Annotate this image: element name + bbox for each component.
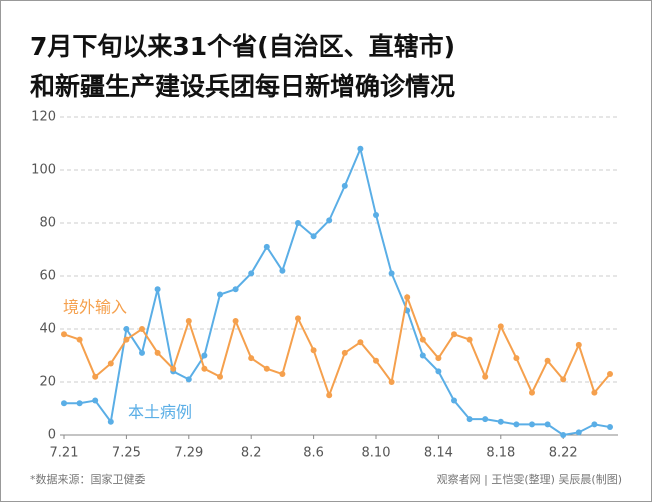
- point: [295, 220, 301, 226]
- point: [451, 331, 457, 338]
- point: [544, 421, 551, 428]
- point: [341, 349, 348, 356]
- chart-title: 和新疆生产建设兵团每日新增确诊情况: [30, 72, 455, 101]
- point: [263, 243, 270, 250]
- point: [107, 418, 114, 425]
- legend-label: 本土病例: [128, 403, 192, 422]
- point: [279, 371, 286, 378]
- point: [373, 357, 379, 364]
- point: [232, 318, 239, 325]
- x-tick-label: 8.6: [303, 446, 324, 461]
- point: [404, 294, 411, 301]
- y-tick-label: 0: [48, 428, 56, 443]
- point: [139, 326, 145, 332]
- point: [263, 365, 270, 372]
- y-tick-label: 20: [39, 375, 56, 390]
- point: [544, 357, 551, 364]
- point: [217, 291, 223, 298]
- x-tick-label: 7.21: [50, 446, 79, 461]
- source: *数据来源：国家卫健委: [30, 472, 146, 486]
- point: [185, 318, 192, 325]
- point: [591, 421, 598, 428]
- y-tick-label: 40: [39, 322, 56, 337]
- credit: 观察者网 | 王恺雯(整理) 吴辰晨(制图): [437, 472, 622, 486]
- point: [373, 212, 379, 219]
- point: [497, 418, 504, 425]
- point: [217, 373, 223, 380]
- y-tick-label: 60: [39, 269, 56, 284]
- x-tick-label: 7.25: [112, 446, 141, 461]
- point: [357, 145, 364, 152]
- point: [591, 389, 598, 396]
- point: [92, 373, 99, 380]
- chart-title: 7月下旬以来31个省(自治区、直辖市): [30, 32, 455, 61]
- point: [92, 397, 99, 404]
- point: [607, 371, 613, 378]
- point: [139, 349, 145, 356]
- point: [310, 233, 317, 240]
- point: [482, 416, 489, 423]
- x-tick-label: 8.14: [424, 446, 453, 461]
- point: [451, 397, 457, 404]
- point: [435, 368, 442, 375]
- point: [435, 355, 442, 362]
- point: [201, 352, 208, 359]
- point: [529, 389, 535, 396]
- point: [201, 365, 208, 372]
- point: [388, 379, 395, 385]
- point: [61, 400, 67, 407]
- series-line: [64, 145, 611, 437]
- point: [232, 286, 239, 293]
- point: [248, 270, 255, 277]
- point: [497, 323, 504, 330]
- point: [607, 424, 613, 431]
- point: [326, 217, 333, 224]
- x-tick-label: 8.10: [362, 446, 391, 461]
- point: [123, 326, 130, 332]
- point: [560, 432, 567, 438]
- point: [185, 376, 192, 383]
- point: [310, 347, 317, 354]
- point: [419, 352, 426, 359]
- point: [575, 429, 582, 436]
- point: [107, 360, 114, 367]
- point: [295, 315, 301, 322]
- point: [513, 355, 520, 362]
- point: [513, 421, 520, 428]
- point: [123, 336, 130, 343]
- x-tick-label: 7.29: [174, 446, 203, 461]
- point: [575, 341, 582, 348]
- legend-label: 境外输入: [63, 298, 127, 317]
- x-tick-label: 8.18: [486, 446, 515, 461]
- point: [560, 376, 567, 383]
- point: [529, 421, 535, 428]
- point: [326, 392, 333, 399]
- point: [419, 336, 426, 343]
- point: [482, 373, 489, 380]
- y-tick-label: 80: [39, 216, 56, 231]
- series-line: [63, 293, 611, 399]
- point: [76, 400, 83, 407]
- point: [388, 270, 395, 277]
- point: [357, 339, 364, 346]
- point: [76, 336, 83, 343]
- point: [466, 336, 473, 343]
- point: [154, 349, 161, 356]
- point: [61, 331, 67, 338]
- y-tick-label: 120: [31, 110, 56, 125]
- point: [248, 355, 255, 362]
- y-tick-label: 100: [31, 163, 56, 178]
- point: [170, 365, 177, 372]
- point: [279, 267, 286, 274]
- point: [466, 416, 473, 423]
- point: [154, 286, 161, 293]
- x-tick-label: 8.2: [241, 446, 262, 461]
- x-tick-label: 8.22: [549, 446, 578, 461]
- point: [341, 182, 348, 189]
